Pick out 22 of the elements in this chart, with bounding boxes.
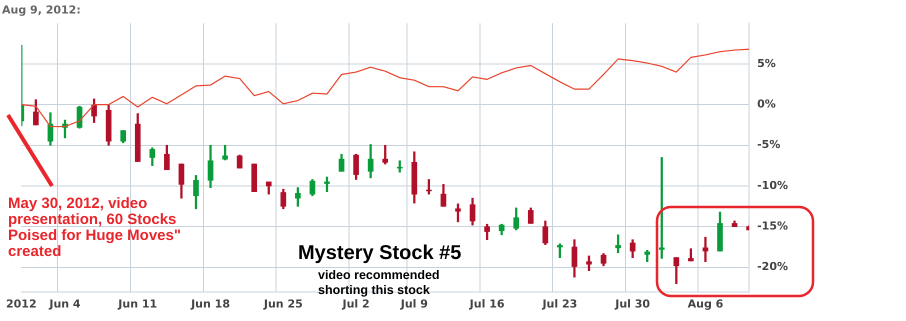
y-tick-label: -5% — [757, 138, 780, 152]
y-tick-label: 0% — [757, 97, 776, 110]
x-tick-label: Jun 18 — [190, 297, 230, 310]
y-tick-label: -15% — [757, 220, 788, 233]
annotation: Mystery Stock #5 — [298, 242, 462, 265]
y-tick-label: 5% — [757, 56, 776, 70]
y-tick-label: -20% — [757, 260, 788, 274]
x-tick-label: Jun 4 — [48, 297, 81, 310]
y-tick-label: -10% — [757, 178, 788, 192]
x-tick-label: Jun 11 — [117, 297, 158, 310]
x-tick-label: Jul 23 — [541, 297, 578, 310]
candlestick — [251, 164, 258, 192]
x-tick-label: Jul 9 — [400, 297, 428, 310]
annotation: May 30, 2012, video presentation, 60 Stocks Poised for Huge Moves" created — [8, 195, 182, 260]
x-tick-label: Jul 16 — [468, 297, 505, 310]
x-tick-label: Aug 6 — [688, 297, 724, 310]
x-tick-label: Jul 2 — [342, 297, 370, 310]
x-tick-label: 2012 — [6, 297, 37, 310]
annotation: video recommended shorting this stock — [318, 268, 441, 298]
x-tick-label: Jun 25 — [262, 297, 303, 310]
x-tick-label: Jul 30 — [614, 297, 650, 310]
chart-title: Aug 9, 2012: — [2, 3, 81, 16]
